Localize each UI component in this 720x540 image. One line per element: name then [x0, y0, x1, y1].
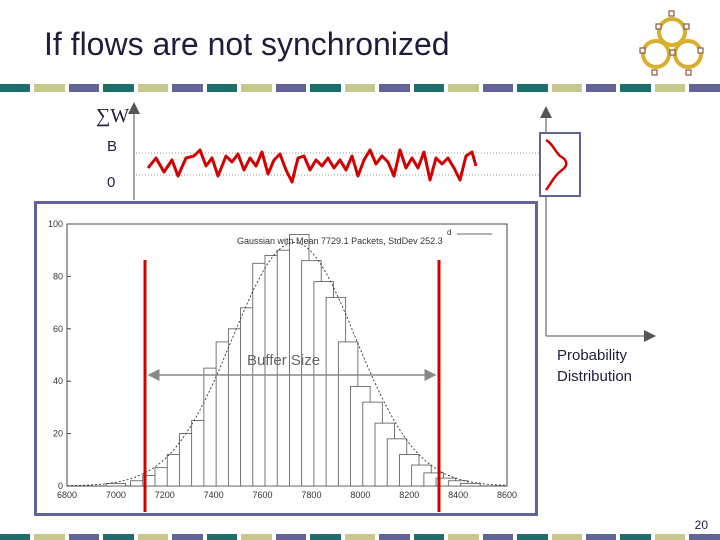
x-tick-label: 7200 [155, 490, 175, 500]
legend-mark: d [447, 228, 451, 237]
slide-title: If flows are not synchronized [44, 26, 450, 62]
decorative-band-bottom [0, 534, 720, 540]
zero-label: 0 [107, 174, 116, 191]
decorative-band-top [0, 84, 720, 92]
x-tick-label: 7600 [253, 490, 273, 500]
probability-distribution-label: Probability Distribution [557, 347, 633, 385]
distribution-inset-box [539, 132, 581, 197]
buffer-size-label: Buffer Size [247, 352, 321, 369]
x-tick-label: 6800 [57, 490, 77, 500]
x-tick-label: 8600 [497, 490, 517, 500]
sum-w-label: ∑W [96, 105, 129, 127]
x-tick-label: 7400 [204, 490, 224, 500]
y-tick-label: 20 [53, 429, 63, 439]
x-tick-label: 8200 [399, 490, 419, 500]
x-tick-label: 7800 [301, 490, 321, 500]
histogram-chart: 6800 7000 7200 7400 7600 7800 8000 8200 8400 8600… [48, 219, 517, 500]
buffer-b-label: B [107, 138, 118, 155]
gaussian-fit-curve [66, 242, 508, 487]
y-tick-label: 60 [53, 324, 63, 334]
y-tick-label: 80 [53, 271, 63, 281]
y-tick-label: 40 [53, 376, 63, 386]
y-tick-label: 100 [48, 219, 63, 229]
page-number: 20 [694, 518, 708, 532]
x-tick-label: 8000 [350, 490, 370, 500]
x-tick-label: 7000 [106, 490, 126, 500]
histogram-bar [105, 482, 127, 487]
legend-text: Gaussian with Mean 7729.1 Packets, StdDe… [237, 236, 443, 246]
histogram-frame: 6800 7000 7200 7400 7600 7800 8000 8200 8400 8600… [34, 201, 538, 516]
histogram-bar [460, 482, 481, 487]
y-tick-label: 0 [58, 481, 63, 491]
network-logo-icon [639, 10, 704, 76]
aggregate-window-curve [146, 148, 478, 184]
svg-text:∑W: ∑W [96, 105, 129, 127]
x-tick-label: 8400 [448, 490, 468, 500]
distribution-curve [544, 138, 568, 191]
